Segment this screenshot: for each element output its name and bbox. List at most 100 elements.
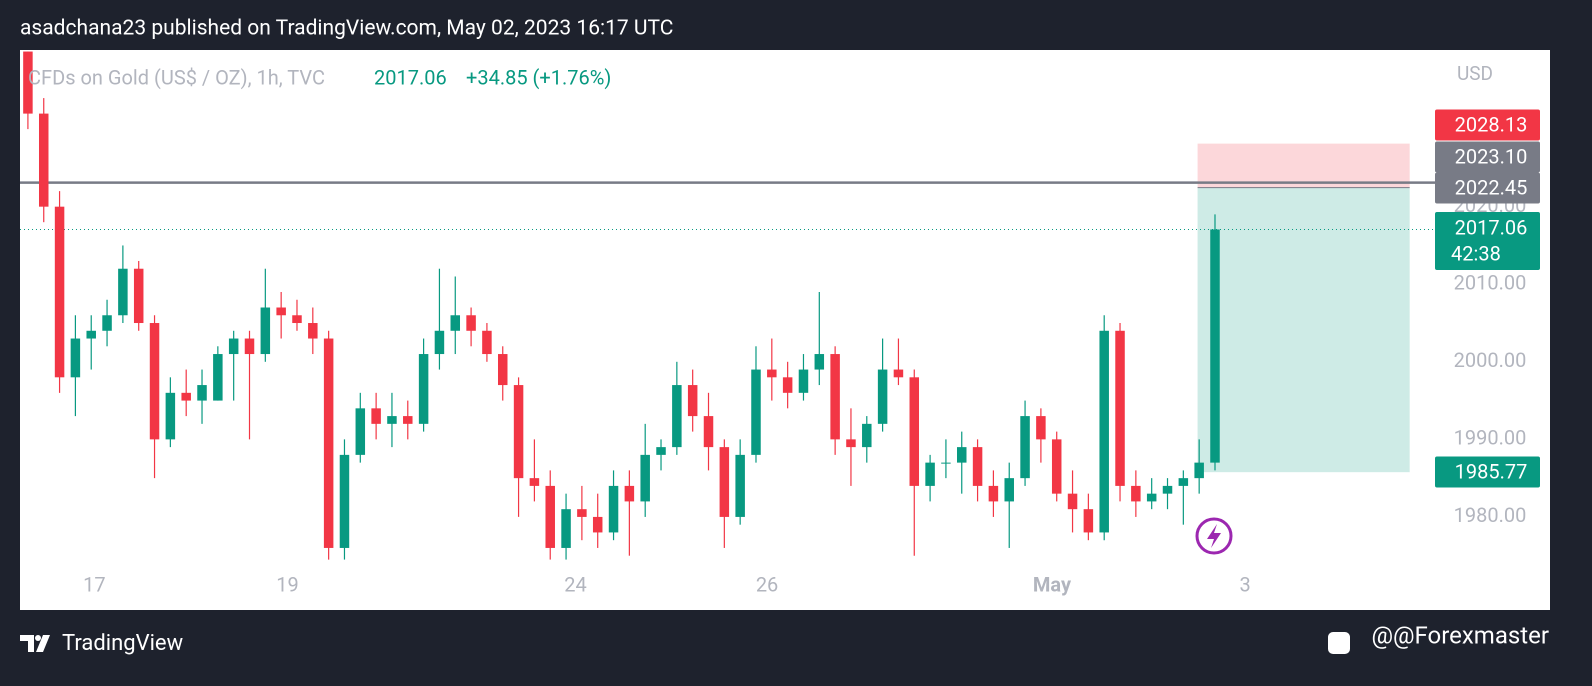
candle-body (54, 206, 65, 378)
candle-body (308, 323, 318, 339)
price-tag (1435, 456, 1540, 488)
price-tag-label: 2017.06 (1455, 215, 1528, 239)
y-tick-label: 2000.00 (1454, 348, 1527, 372)
candle-body (577, 509, 587, 517)
candle-body (909, 377, 920, 486)
candle-body (23, 51, 33, 114)
candle-body (102, 315, 112, 331)
price-tag (1435, 172, 1540, 204)
candle-body (86, 330, 96, 339)
candle-body (561, 509, 571, 548)
candle-body (1194, 462, 1204, 479)
candle-body (38, 113, 49, 207)
candle-body (782, 377, 793, 393)
candle-body (466, 315, 476, 331)
x-tick-label: 17 (83, 572, 105, 596)
candle-body (640, 454, 650, 502)
candle-body (149, 323, 160, 440)
candle-body (450, 315, 461, 331)
candle-body (1067, 493, 1078, 510)
candle-body (482, 330, 492, 355)
footer-logo (20, 635, 50, 652)
candle-body (292, 315, 302, 324)
candle-body (1051, 439, 1062, 494)
published-line: asadchana23 published on TradingView.com… (20, 17, 673, 41)
candle-body (624, 485, 635, 502)
candle-body (197, 385, 207, 401)
candle-body (228, 338, 239, 355)
target-zone (1197, 187, 1410, 473)
chart-panel (20, 50, 1550, 610)
candle-body (418, 354, 429, 424)
price-tag-label: 2028.13 (1455, 112, 1528, 136)
countdown: 42:38 (1451, 241, 1501, 265)
price-tag (1435, 141, 1540, 173)
candle-body (957, 447, 967, 463)
alert-icon (1195, 517, 1233, 555)
candle-body (925, 462, 935, 486)
candle-body (846, 439, 856, 448)
candle-body (988, 485, 999, 502)
candle-body (1178, 478, 1189, 486)
candle-body (1083, 509, 1094, 533)
candle-body (703, 416, 714, 448)
candle-body (165, 392, 176, 440)
candle-body (735, 454, 745, 517)
candle-body (972, 447, 983, 486)
candle-body (244, 338, 255, 355)
candle-body (1115, 330, 1125, 486)
candle-body (355, 408, 366, 455)
candle-body (1131, 485, 1141, 502)
candle-body (656, 447, 666, 455)
x-tick-label: 19 (276, 572, 298, 596)
candle-body (513, 385, 524, 479)
candle-body (592, 516, 603, 533)
candle-body (323, 338, 334, 548)
candle-body (497, 354, 508, 386)
candle-body (1146, 493, 1157, 502)
candle-body (529, 478, 540, 486)
x-tick-label: 26 (756, 572, 778, 596)
candle-body (767, 369, 777, 378)
candle-body (181, 392, 191, 401)
candle-body (387, 416, 397, 424)
candle-body (672, 385, 682, 448)
candle-body (276, 307, 286, 316)
candle-body (814, 354, 825, 370)
author-icon (1328, 632, 1350, 654)
candle-body (403, 416, 413, 424)
candle-body (687, 385, 698, 417)
price-tag (1435, 109, 1540, 141)
y-tick-label: 1990.00 (1454, 426, 1527, 450)
price-tag (1435, 212, 1540, 270)
candle-body (133, 268, 144, 324)
candle-body (830, 354, 840, 440)
candle-body (434, 330, 445, 355)
last-price: 2017.06 (374, 65, 447, 89)
candle-body (1036, 416, 1046, 440)
candle-body (751, 369, 761, 455)
candle-body (1020, 416, 1030, 479)
candle-body (260, 307, 271, 355)
x-tick-label: 24 (564, 572, 586, 596)
price-tag-label: 1985.77 (1455, 459, 1528, 483)
candle-body (213, 354, 223, 401)
y-tick-label: 1980.00 (1454, 503, 1527, 527)
currency: USD (1457, 62, 1493, 85)
candle-body (1162, 485, 1173, 494)
candle-body (545, 485, 555, 548)
change: +34.85 (+1.76%) (466, 65, 611, 89)
price-tag-label: 2022.45 (1455, 175, 1528, 199)
x-tick-label: May (1033, 572, 1072, 596)
symbol: CFDs on Gold (US$ / OZ), 1h, TVC (28, 65, 325, 89)
candle-body (70, 338, 81, 378)
price-tag-label: 2023.10 (1455, 144, 1528, 168)
candle-body (719, 447, 730, 517)
candle-body (798, 369, 809, 393)
footer-author: @@Forexmaster (1371, 621, 1549, 649)
candle-body (1004, 478, 1014, 502)
candle-body (371, 408, 381, 424)
